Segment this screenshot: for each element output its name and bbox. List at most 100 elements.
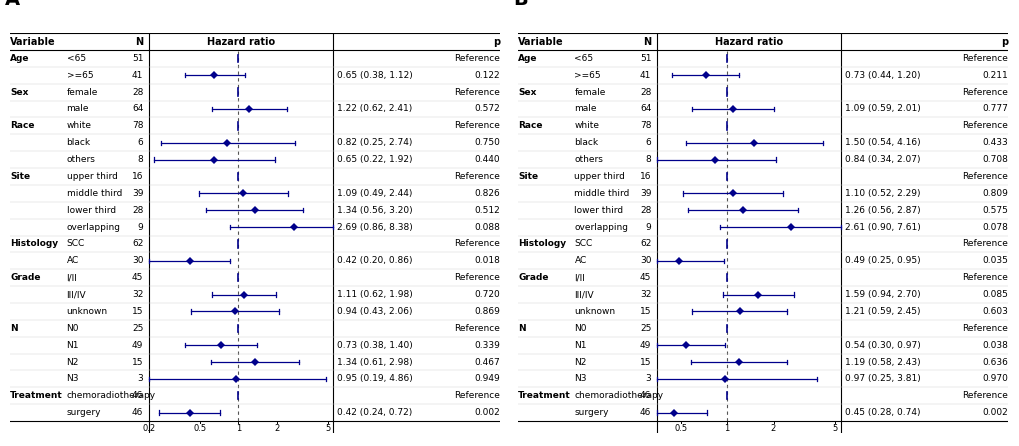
Text: others: others [66,155,96,164]
Text: Race: Race [518,121,542,130]
Text: 46: 46 [131,408,144,417]
Text: white: white [66,121,92,130]
Text: 78: 78 [639,121,651,130]
Text: lower third: lower third [66,206,115,215]
Text: <65: <65 [574,54,593,63]
Text: 0.467: 0.467 [474,358,499,367]
Text: 32: 32 [639,290,651,299]
Text: surgery: surgery [574,408,608,417]
Text: 51: 51 [639,54,651,63]
Text: Reference: Reference [453,391,499,400]
Text: female: female [574,87,605,97]
Text: upper third: upper third [574,172,625,181]
Text: 39: 39 [639,189,651,198]
Text: 0.65 (0.22, 1.92): 0.65 (0.22, 1.92) [337,155,413,164]
Text: 0.078: 0.078 [981,223,1007,231]
Text: Reference: Reference [961,121,1007,130]
Text: 64: 64 [639,104,651,113]
Text: 3: 3 [645,374,651,384]
Text: 0.49 (0.25, 0.95): 0.49 (0.25, 0.95) [845,256,920,265]
Text: 0.708: 0.708 [981,155,1007,164]
Text: Reference: Reference [453,240,499,248]
Text: I/II: I/II [574,273,585,282]
Text: 28: 28 [131,87,144,97]
Text: III/IV: III/IV [574,290,593,299]
Text: Race: Race [10,121,35,130]
Text: 3: 3 [138,374,144,384]
Text: 16: 16 [131,172,144,181]
Text: 1.19 (0.58, 2.43): 1.19 (0.58, 2.43) [845,358,920,367]
Text: 0.82 (0.25, 2.74): 0.82 (0.25, 2.74) [337,138,413,147]
Text: 1.34 (0.61, 2.98): 1.34 (0.61, 2.98) [337,358,413,367]
Text: 0.002: 0.002 [981,408,1007,417]
Text: Reference: Reference [453,87,499,97]
Text: 5: 5 [325,424,330,433]
Text: Sex: Sex [10,87,29,97]
Text: 0.5: 0.5 [193,424,206,433]
Text: Reference: Reference [453,324,499,333]
Text: 0.97 (0.25, 3.81): 0.97 (0.25, 3.81) [845,374,920,384]
Text: 0.088: 0.088 [474,223,499,231]
Text: surgery: surgery [66,408,101,417]
Text: 1.22 (0.62, 2.41): 1.22 (0.62, 2.41) [337,104,412,113]
Text: 0.575: 0.575 [981,206,1007,215]
Text: Variable: Variable [10,37,56,47]
Text: N1: N1 [574,341,586,350]
Text: 25: 25 [639,324,651,333]
Text: SCC: SCC [574,240,592,248]
Text: 41: 41 [131,71,144,80]
Text: 15: 15 [131,358,144,367]
Text: Site: Site [518,172,538,181]
Text: 62: 62 [639,240,651,248]
Text: 0.512: 0.512 [474,206,499,215]
Text: male: male [574,104,596,113]
Text: 1: 1 [723,424,729,433]
Text: 0.84 (0.34, 2.07): 0.84 (0.34, 2.07) [845,155,920,164]
Text: 0.54 (0.30, 0.97): 0.54 (0.30, 0.97) [845,341,920,350]
Text: >=65: >=65 [574,71,600,80]
Text: 0.949: 0.949 [474,374,499,384]
Text: AC: AC [66,256,78,265]
Text: 1.34 (0.56, 3.20): 1.34 (0.56, 3.20) [337,206,413,215]
Text: Reference: Reference [961,273,1007,282]
Text: 0.440: 0.440 [474,155,499,164]
Text: lower third: lower third [574,206,623,215]
Text: 1.21 (0.59, 2.45): 1.21 (0.59, 2.45) [845,307,920,316]
Text: 0.45 (0.28, 0.74): 0.45 (0.28, 0.74) [845,408,920,417]
Text: 1.50 (0.54, 4.16): 1.50 (0.54, 4.16) [845,138,920,147]
Text: 2: 2 [770,424,775,433]
Text: chemoradiotherapy: chemoradiotherapy [574,391,663,400]
Text: Age: Age [10,54,30,63]
Text: 39: 39 [131,189,144,198]
Text: Site: Site [10,172,31,181]
Text: 0.720: 0.720 [474,290,499,299]
Text: 0.035: 0.035 [981,256,1007,265]
Text: Reference: Reference [961,87,1007,97]
Text: 49: 49 [639,341,651,350]
Text: overlapping: overlapping [66,223,120,231]
Text: <65: <65 [66,54,86,63]
Text: 9: 9 [645,223,651,231]
Text: 49: 49 [131,341,144,350]
Text: 16: 16 [639,172,651,181]
Text: >=65: >=65 [66,71,93,80]
Text: 6: 6 [138,138,144,147]
Text: 2: 2 [274,424,279,433]
Text: III/IV: III/IV [66,290,86,299]
Text: Variable: Variable [518,37,564,47]
Text: male: male [66,104,89,113]
Text: 0.572: 0.572 [474,104,499,113]
Text: 0.826: 0.826 [474,189,499,198]
Text: 2.61 (0.90, 7.61): 2.61 (0.90, 7.61) [845,223,920,231]
Text: SCC: SCC [66,240,85,248]
Text: Reference: Reference [453,121,499,130]
Text: 0.73 (0.44, 1.20): 0.73 (0.44, 1.20) [845,71,920,80]
Text: middle third: middle third [66,189,121,198]
Text: A: A [5,0,20,9]
Text: N2: N2 [574,358,586,367]
Text: 30: 30 [639,256,651,265]
Text: 0.94 (0.43, 2.06): 0.94 (0.43, 2.06) [337,307,413,316]
Text: others: others [574,155,603,164]
Text: 0.122: 0.122 [474,71,499,80]
Text: 0.211: 0.211 [981,71,1007,80]
